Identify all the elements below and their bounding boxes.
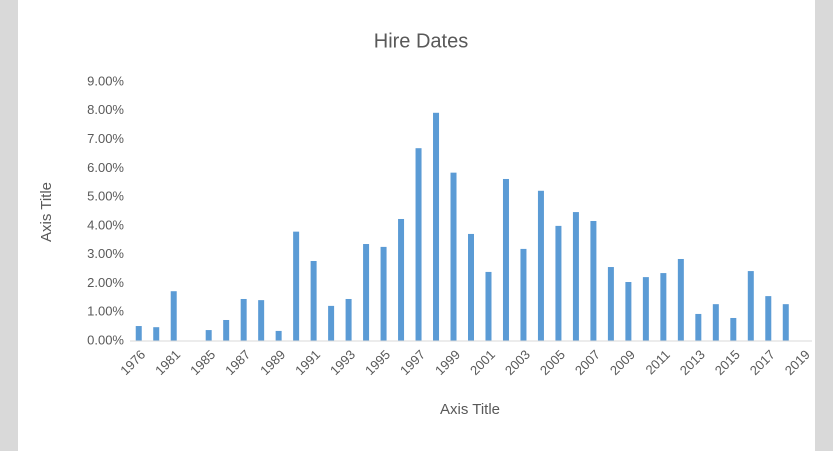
bar <box>607 267 614 341</box>
bar <box>712 304 719 341</box>
chart-title: Hire Dates <box>374 30 468 52</box>
bar <box>730 317 737 341</box>
bar <box>433 112 440 341</box>
bar <box>450 172 457 341</box>
bar <box>625 282 632 341</box>
bar <box>170 291 177 341</box>
bar <box>135 326 142 341</box>
bar <box>275 330 282 341</box>
bar <box>258 300 265 341</box>
y-tick-label: 5.00% <box>87 189 124 204</box>
bar <box>415 148 422 341</box>
y-axis-title: Axis Title <box>38 182 55 242</box>
bar <box>363 244 370 341</box>
x-axis-title: Axis Title <box>440 401 500 418</box>
bar <box>537 190 544 341</box>
bar <box>555 225 562 341</box>
y-tick-label: 2.00% <box>87 275 124 290</box>
bar <box>153 327 160 341</box>
bar <box>345 298 352 341</box>
bar <box>468 233 474 341</box>
bar <box>380 246 387 341</box>
bar <box>205 330 212 341</box>
bar <box>398 218 405 341</box>
bar <box>765 296 772 341</box>
bar <box>502 178 509 341</box>
y-tick-label: 0.00% <box>87 332 124 347</box>
bar <box>310 260 317 341</box>
y-tick-label: 8.00% <box>87 102 124 117</box>
bar <box>572 212 579 341</box>
bar <box>642 277 649 341</box>
y-tick-label: 7.00% <box>87 131 124 146</box>
bar <box>240 298 247 341</box>
bar <box>747 271 754 341</box>
bar <box>782 304 789 341</box>
bar <box>590 220 597 341</box>
bar <box>695 313 702 341</box>
y-tick-label: 6.00% <box>87 160 124 175</box>
y-tick-label: 1.00% <box>87 304 124 319</box>
bar <box>223 319 230 341</box>
y-tick-label: 3.00% <box>87 246 124 261</box>
y-tick-label: 4.00% <box>87 217 124 232</box>
bar <box>293 231 300 341</box>
bar <box>328 305 335 341</box>
bar <box>660 273 667 341</box>
bar <box>677 258 684 341</box>
y-tick-label: 9.00% <box>87 73 124 88</box>
bar <box>485 271 492 341</box>
bar <box>520 248 527 341</box>
